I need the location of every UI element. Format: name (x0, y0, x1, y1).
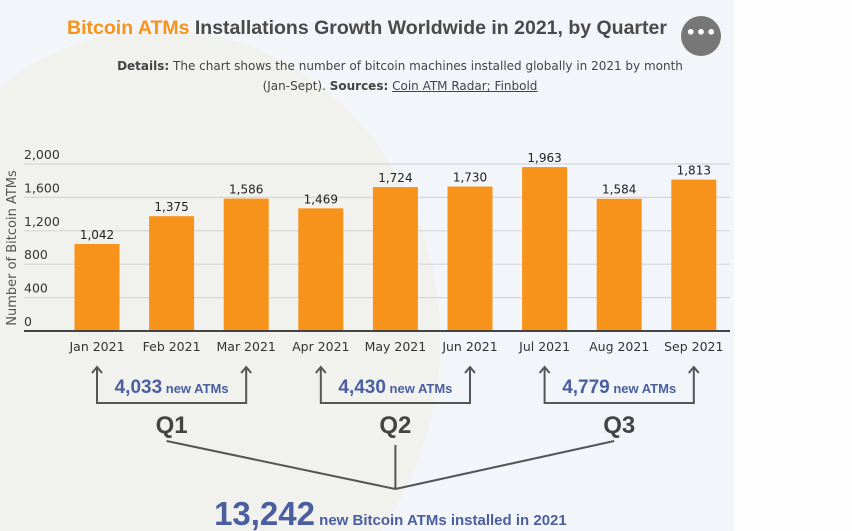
title-accent: Bitcoin ATMs (67, 17, 190, 39)
grand-total-value: 13,242 (214, 495, 315, 531)
connector-line (166, 440, 396, 490)
bar-value-label: 1,042 (80, 228, 114, 242)
title-rest: Installations Growth Worldwide in 2021, … (189, 17, 667, 39)
arrow-up-icon (464, 365, 476, 374)
quarter-total-value: 4,430 (338, 377, 386, 398)
y-tick-label: 1,600 (24, 180, 60, 195)
quarter-label: Q3 (603, 412, 635, 439)
bar (223, 198, 269, 331)
sources-label: Sources: (329, 79, 389, 93)
bar-value-label: 1,469 (304, 192, 338, 206)
quarter-total: 4,779 new ATMs (562, 377, 676, 398)
arrow-up-icon (240, 365, 252, 374)
quarter-total-suffix: new ATMs (162, 381, 228, 396)
bar (298, 208, 344, 331)
bar-value-label: 1,724 (378, 171, 412, 185)
ellipsis-icon: ••• (685, 23, 717, 42)
details-label: Details: (117, 59, 170, 73)
bar (149, 216, 195, 331)
bar (447, 186, 493, 331)
arrow-up-icon (91, 365, 103, 374)
quarter-total-suffix: new ATMs (610, 381, 676, 396)
bar-value-label: 1,730 (453, 171, 487, 185)
x-tick-label: Feb 2021 (143, 339, 201, 354)
bar-value-label: 1,584 (602, 183, 636, 197)
more-options-button[interactable]: ••• (681, 16, 721, 56)
bar-value-label: 1,963 (527, 151, 561, 165)
bar (74, 243, 120, 331)
y-tick-label: 1,200 (24, 214, 60, 229)
quarter-bracket (543, 367, 695, 404)
x-tick-label: Jan 2021 (68, 339, 124, 354)
arrow-up-icon (538, 365, 551, 374)
x-tick-label: Mar 2021 (217, 339, 276, 354)
bar (596, 198, 642, 331)
bar-value-label: 1,586 (229, 183, 263, 197)
chart-title: Bitcoin ATMs Installations Growth Worldw… (0, 17, 734, 40)
quarter-label: Q1 (156, 412, 188, 439)
y-tick-label: 800 (24, 247, 48, 262)
bar (671, 179, 717, 331)
bar (372, 187, 418, 331)
connector-line (395, 440, 615, 490)
quarter-label: Q2 (379, 412, 411, 439)
x-tick-label: Sep 2021 (664, 339, 723, 354)
quarter-bracket (96, 367, 248, 404)
x-tick-label: Jun 2021 (441, 339, 497, 354)
y-axis-label: Number of Bitcoin ATMs (5, 170, 20, 326)
bar (522, 167, 568, 331)
bar-value-label: 1,813 (677, 164, 711, 178)
x-tick-label: Apr 2021 (292, 339, 349, 354)
quarter-bracket (319, 367, 471, 404)
quarter-total: 4,430 new ATMs (338, 377, 452, 398)
arrow-up-icon (688, 365, 700, 374)
quarter-total-suffix: new ATMs (386, 381, 452, 396)
sources-link[interactable]: Coin ATM Radar; Finbold (392, 79, 538, 93)
chart-details: Details: The chart shows the number of b… (110, 56, 690, 96)
bar-value-label: 1,375 (154, 200, 188, 214)
quarter-total: 4,033 new ATMs (115, 377, 229, 398)
details-text: The chart shows the number of bitcoin ma… (169, 59, 683, 93)
x-tick-label: May 2021 (365, 339, 427, 354)
quarter-total-value: 4,033 (115, 377, 163, 398)
y-tick-label: 0 (24, 314, 32, 329)
y-tick-label: 2,000 (24, 147, 60, 162)
grand-total: 13,242 new Bitcoin ATMs installed in 202… (214, 495, 567, 531)
grand-total-suffix: new Bitcoin ATMs installed in 2021 (315, 512, 567, 529)
x-tick-label: Aug 2021 (589, 339, 649, 354)
x-tick-label: Jul 2021 (518, 339, 570, 354)
y-tick-label: 400 (24, 281, 48, 296)
arrow-up-icon (315, 365, 327, 374)
quarter-total-value: 4,779 (562, 377, 610, 398)
